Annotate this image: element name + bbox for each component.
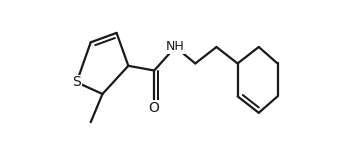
Text: NH: NH <box>166 40 185 53</box>
Text: S: S <box>72 75 81 89</box>
Text: O: O <box>149 101 160 115</box>
